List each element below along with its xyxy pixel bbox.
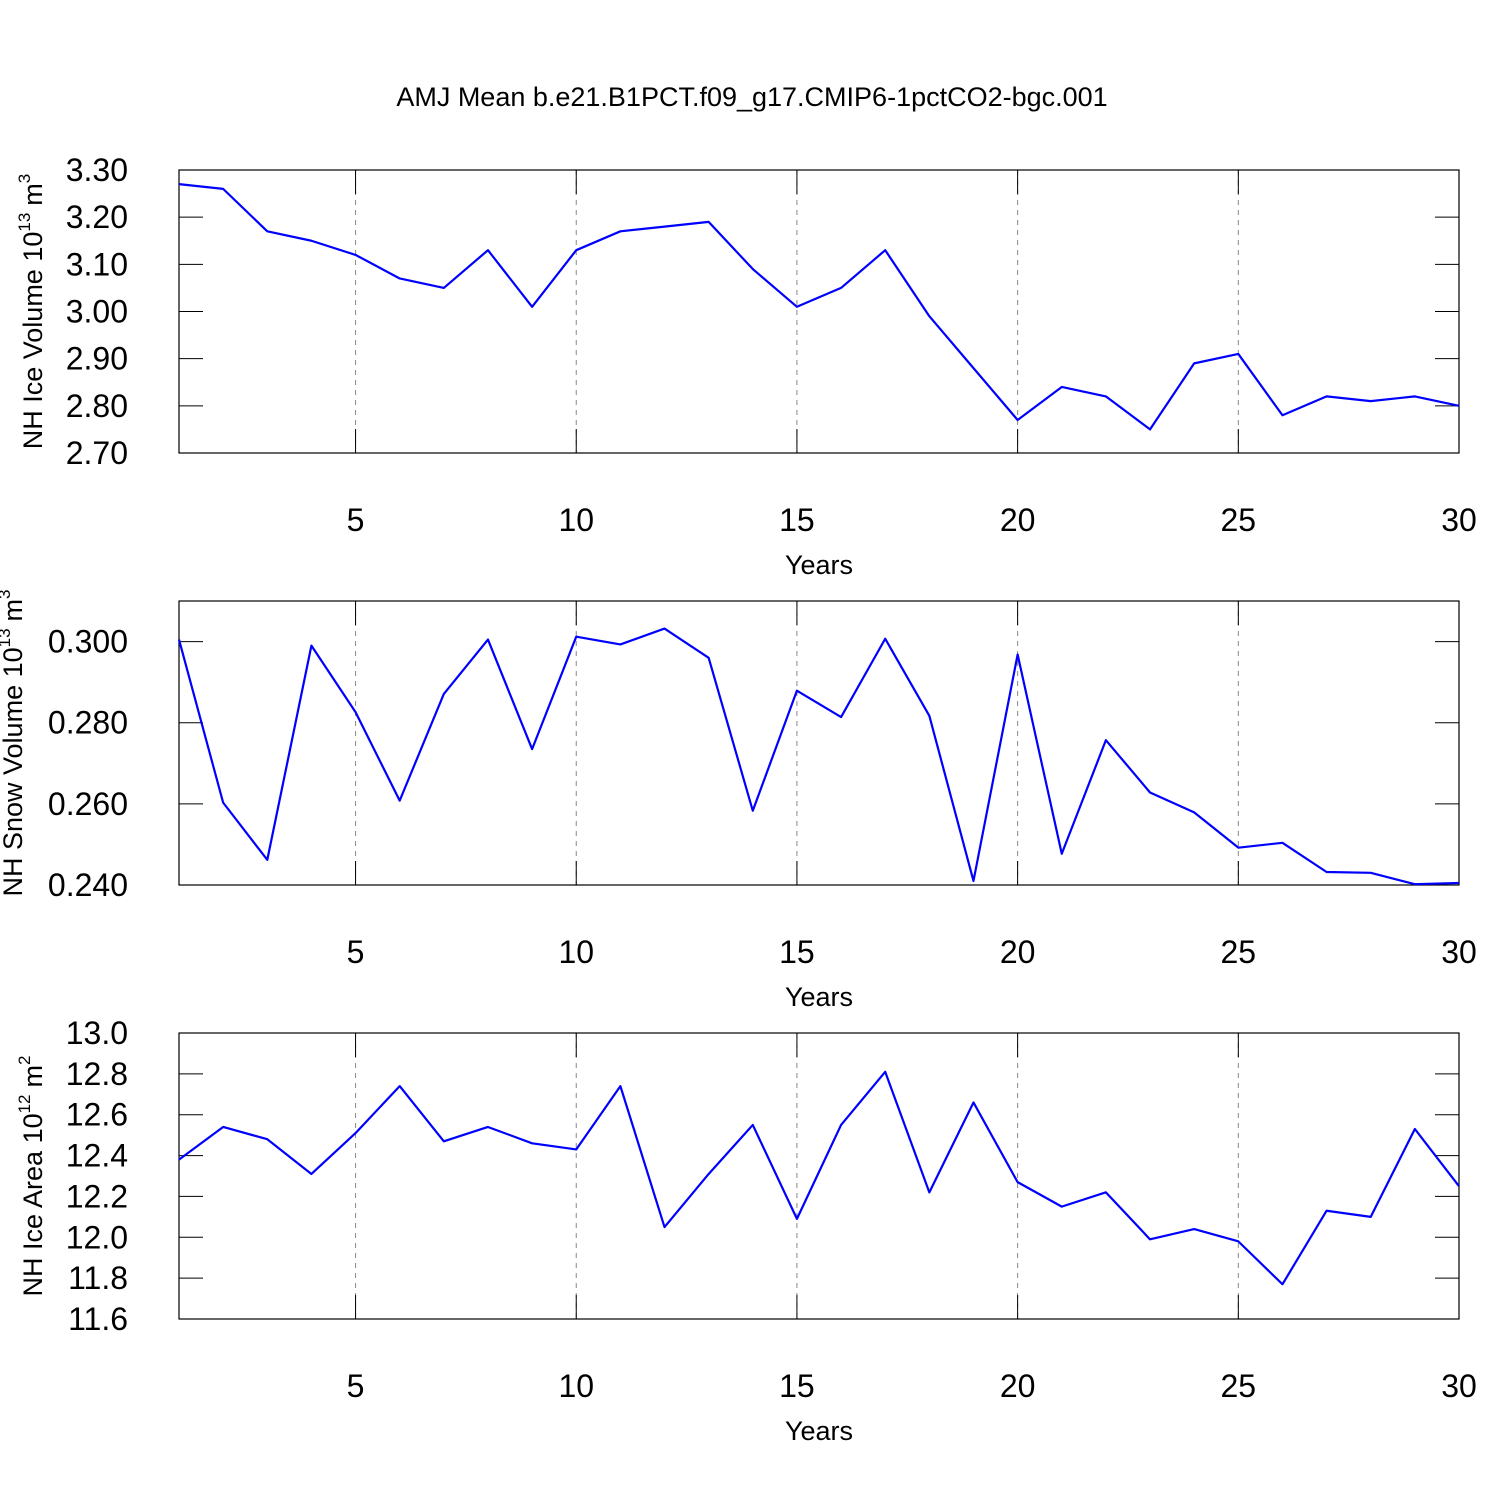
x-tick-label: 15 — [779, 502, 815, 538]
y-tick-label: 2.80 — [66, 388, 128, 424]
y-label-exponent: 3 — [15, 174, 34, 183]
y-label-text: m — [0, 599, 28, 622]
y-label-exponent: 13 — [0, 628, 14, 647]
x-tick-label: 30 — [1441, 934, 1477, 970]
x-axis-label: Years — [785, 550, 853, 580]
y-label-text: NH Snow Volume 10 — [0, 647, 28, 896]
data-line — [178, 183, 1460, 431]
y-axis-label: NH Snow Volume 1013 m3 — [0, 589, 28, 896]
y-tick-label: 0.240 — [48, 867, 128, 903]
x-axis-label: Years — [785, 982, 853, 1012]
y-tick-label: 13.0 — [66, 1015, 128, 1051]
data-line — [178, 1070, 1460, 1286]
y-axis-label: NH Ice Volume 1013 m3 — [15, 174, 48, 450]
y-tick-label: 0.280 — [48, 705, 128, 741]
x-tick-label: 10 — [558, 1368, 594, 1404]
y-tick-label: 12.6 — [66, 1097, 128, 1133]
y-tick-label: 2.90 — [66, 341, 128, 377]
x-tick-label: 15 — [779, 1368, 815, 1404]
y-tick-label: 11.6 — [68, 1301, 128, 1337]
x-tick-label: 5 — [347, 502, 365, 538]
y-tick-label: 12.2 — [66, 1178, 128, 1214]
x-axis-label: Years — [785, 1416, 853, 1446]
y-label-exponent: 2 — [15, 1056, 34, 1065]
y-label-exponent: 13 — [15, 213, 34, 232]
y-tick-label: 2.70 — [66, 435, 128, 471]
x-tick-label: 20 — [1000, 934, 1036, 970]
x-tick-label: 10 — [558, 502, 594, 538]
y-tick-label: 3.00 — [66, 294, 128, 330]
y-tick-label: 3.20 — [66, 199, 128, 235]
x-tick-label: 20 — [1000, 502, 1036, 538]
x-tick-label: 25 — [1221, 502, 1257, 538]
y-tick-label: 0.260 — [48, 786, 128, 822]
data-line — [177, 627, 1460, 886]
x-tick-label: 5 — [347, 1368, 365, 1404]
y-tick-label: 12.4 — [66, 1138, 128, 1174]
y-tick-label: 12.0 — [66, 1219, 128, 1255]
y-label-exponent: 3 — [0, 589, 14, 598]
x-tick-label: 20 — [1000, 1368, 1036, 1404]
y-label-exponent: 12 — [15, 1094, 34, 1113]
x-tick-label: 5 — [347, 934, 365, 970]
y-label-text: m — [18, 183, 48, 206]
plot-frame — [178, 169, 1460, 454]
y-label-text: m — [18, 1065, 48, 1088]
y-tick-label: 0.300 — [48, 624, 128, 660]
x-tick-label: 25 — [1221, 1368, 1257, 1404]
x-tick-label: 15 — [779, 934, 815, 970]
y-tick-label: 12.8 — [66, 1056, 128, 1092]
y-label-text: NH Ice Volume 10 — [18, 232, 48, 450]
plot-frame — [178, 1032, 1460, 1320]
chart-title: AMJ Mean b.e21.B1PCT.f09_g17.CMIP6-1pctC… — [396, 82, 1107, 112]
x-tick-label: 30 — [1441, 502, 1477, 538]
x-tick-label: 30 — [1441, 1368, 1477, 1404]
x-tick-label: 10 — [558, 934, 594, 970]
y-label-text: NH Ice Area 10 — [18, 1113, 48, 1296]
x-tick-label: 25 — [1221, 934, 1257, 970]
plot-frame — [178, 600, 1460, 886]
y-tick-label: 11.8 — [68, 1260, 128, 1296]
y-tick-label: 3.10 — [66, 246, 128, 282]
y-tick-label: 3.30 — [66, 152, 128, 188]
y-axis-label: NH Ice Area 1012 m2 — [15, 1056, 48, 1297]
